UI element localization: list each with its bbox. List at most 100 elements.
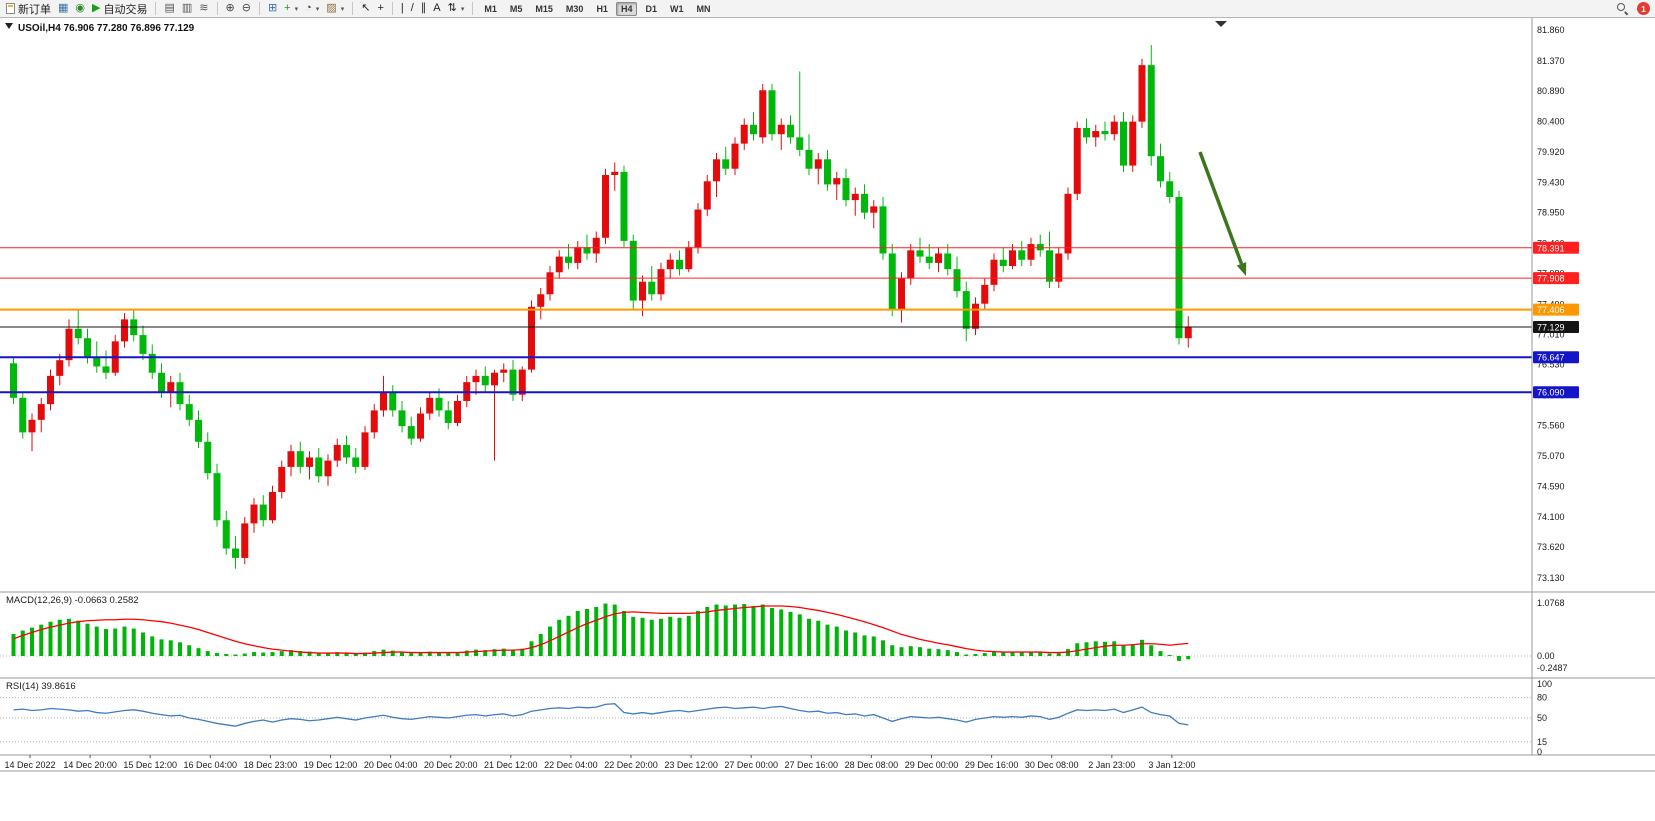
- macd-bar: [326, 652, 330, 656]
- candle-body: [250, 504, 258, 524]
- macd-bar: [723, 605, 728, 656]
- macd-bar: [279, 651, 284, 656]
- price-badge: [1533, 241, 1579, 254]
- macd-bar: [668, 616, 673, 656]
- macd-bar: [631, 616, 636, 656]
- search-button[interactable]: [1614, 1, 1632, 16]
- new-order-button[interactable]: 新订单: [3, 1, 54, 16]
- channel-button[interactable]: ∥: [418, 1, 430, 16]
- candle-body: [1101, 131, 1109, 135]
- auto-trading-icon: ▶: [92, 2, 101, 14]
- toolbar: 新订单 ▦ ◉ ▶ 自动交易 ▤ ▥ ≋ ⊕ ⊖ ⊞ + ▾ ◔ ▾ ▨ ▾ ↖ + | / ∥ A ⇅ ▾ M1 M5 M15 M30…: [0, 0, 1655, 18]
- candle-body: [435, 397, 443, 411]
- zoom-in-button[interactable]: ⊕: [223, 1, 238, 16]
- trendline-button[interactable]: /: [408, 1, 417, 16]
- market-watch-button[interactable]: ▦: [55, 1, 71, 16]
- annotation-arrow[interactable]: [1198, 151, 1244, 265]
- timeframe-m1-button[interactable]: M1: [484, 3, 497, 14]
- timeframe-mn-button[interactable]: MN: [696, 3, 711, 14]
- template-icon: ▨: [326, 2, 337, 14]
- line-chart-button[interactable]: ≋: [196, 1, 211, 16]
- macd-bar: [751, 606, 756, 656]
- timeframe-h1-button[interactable]: H1: [596, 3, 608, 14]
- price-badge: [1533, 351, 1579, 364]
- timeframe-m15-button[interactable]: M15: [535, 3, 553, 14]
- candle-body: [398, 410, 406, 427]
- candle-body: [842, 178, 850, 201]
- navigator-button[interactable]: ◉: [72, 1, 88, 16]
- price-badge: [1533, 303, 1579, 316]
- arrows-button[interactable]: ⇅ ▾: [445, 1, 468, 16]
- macd-bar: [760, 604, 765, 656]
- candle-body: [185, 404, 193, 420]
- macd-bar: [335, 652, 340, 656]
- candle-body: [158, 372, 165, 392]
- macd-bar: [686, 615, 691, 656]
- candle-body: [990, 259, 998, 285]
- candle-body: [306, 457, 313, 467]
- price-axis[interactable]: [1532, 18, 1655, 755]
- macd-bar: [483, 650, 488, 656]
- price-axis-label: 77.010: [1537, 329, 1565, 339]
- vertical-line-button[interactable]: |: [398, 1, 407, 16]
- macd-bar: [677, 617, 682, 656]
- indicators-button[interactable]: + ▾: [281, 1, 301, 16]
- timeframe-h4-button[interactable]: H4: [615, 1, 638, 16]
- time-axis[interactable]: [0, 755, 1532, 771]
- macd-bar: [908, 646, 913, 656]
- chart-info-line: USOil,H4 76.906 77.280 76.896 77.129: [18, 23, 195, 34]
- candle-body: [454, 400, 461, 423]
- macd-bar: [242, 653, 247, 656]
- templates-button[interactable]: ▨ ▾: [323, 1, 347, 16]
- macd-bar: [316, 652, 321, 656]
- macd-bar: [94, 626, 99, 656]
- zoom-out-button[interactable]: ⊖: [239, 1, 254, 16]
- candle-body: [925, 256, 933, 263]
- macd-bar: [437, 652, 441, 656]
- symbol-dropdown-icon[interactable]: [5, 23, 13, 29]
- candle-body: [1036, 244, 1044, 251]
- macd-bar: [57, 619, 62, 656]
- candle-body: [888, 253, 896, 310]
- candlestick-chart-button[interactable]: ▥: [179, 1, 195, 16]
- cursor-icon: ↖: [361, 2, 371, 14]
- cursor-button[interactable]: ↖: [358, 1, 373, 16]
- candle-body: [333, 444, 341, 461]
- macd-bar: [104, 629, 108, 656]
- bar-chart-button[interactable]: ▤: [161, 1, 177, 16]
- candle-body: [935, 253, 942, 263]
- candle-body: [824, 159, 831, 185]
- chart-shift-marker-icon[interactable]: [1215, 21, 1227, 27]
- chart-window[interactable]: 81.860 81.370 80.890 80.400 79.920 79.430 78.9…: [0, 18, 1655, 772]
- periods-button[interactable]: ◔ ▾: [302, 1, 322, 16]
- auto-trading-button[interactable]: ▶ 自动交易: [89, 1, 150, 16]
- macd-bar: [603, 603, 608, 656]
- macd-bar: [150, 636, 155, 656]
- text-button[interactable]: A: [430, 1, 443, 16]
- macd-axis-label: 0.00: [1537, 651, 1555, 661]
- timeframe-m30-button[interactable]: M30: [565, 3, 584, 14]
- notification-badge[interactable]: 1: [1637, 2, 1650, 15]
- macd-bar: [20, 630, 25, 656]
- candle-body: [1184, 326, 1192, 339]
- grid-button[interactable]: ⊞: [265, 1, 280, 16]
- macd-bar: [390, 650, 395, 656]
- crosshair-button[interactable]: +: [374, 1, 386, 16]
- time-axis-label: 15 Dec 12:00: [123, 760, 177, 770]
- timeframe-w1-button[interactable]: W1: [669, 3, 684, 14]
- toolbar-separator: [472, 2, 474, 15]
- time-axis-label: 27 Dec 00:00: [724, 760, 778, 770]
- macd-bar: [659, 618, 663, 656]
- candle-body: [518, 369, 526, 395]
- timeframe-d1-button[interactable]: D1: [645, 3, 657, 14]
- dropdown-caret-icon: ▾: [460, 5, 465, 13]
- macd-bar: [612, 604, 617, 656]
- timeframe-m5-button[interactable]: M5: [509, 3, 523, 14]
- candle-body: [444, 410, 452, 423]
- candle-body: [195, 419, 202, 442]
- candle-body: [768, 90, 776, 135]
- candle-body: [666, 259, 674, 270]
- macd-bar: [733, 604, 737, 656]
- price-badge-label: 77.406: [1537, 305, 1565, 315]
- dropdown-caret-icon: ▾: [294, 5, 299, 13]
